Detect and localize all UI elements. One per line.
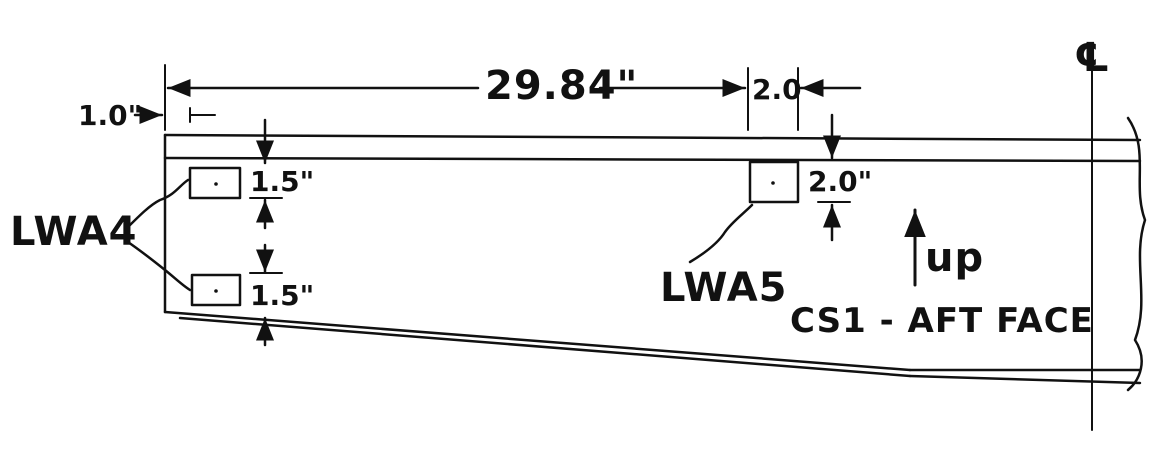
- lwa4-leaders: [123, 178, 192, 292]
- dim-lwa4-top-label: 1.5": [250, 165, 315, 198]
- lwa4-label: LWA4: [10, 209, 138, 255]
- dim-lwa5: [817, 113, 851, 242]
- dim-right-spacing-label: 2.0: [752, 73, 802, 106]
- dim-left-offset-label: 1.0": [78, 99, 143, 132]
- spar-outline: [163, 116, 1147, 392]
- centerline-symbol: ℄: [1074, 35, 1110, 81]
- dim-lwa5-label: 2.0": [808, 165, 873, 198]
- dim-lwa4-bottom-label: 1.5": [250, 279, 315, 312]
- lwa4-box-lower: [190, 273, 242, 307]
- dim-left-offset: [133, 106, 216, 124]
- dim-lwa4-top: [249, 118, 283, 230]
- view-title: CS1 - AFT FACE: [790, 301, 1094, 341]
- lwa5-label: LWA5: [660, 265, 788, 311]
- lwa5-leader: [688, 203, 754, 264]
- dim-overall-label: 29.84": [485, 63, 639, 109]
- dim-lwa4-bottom: [249, 243, 283, 347]
- up-label: up: [925, 235, 985, 281]
- lwa4-box-upper: [188, 166, 242, 200]
- lwa5-box: [748, 160, 800, 204]
